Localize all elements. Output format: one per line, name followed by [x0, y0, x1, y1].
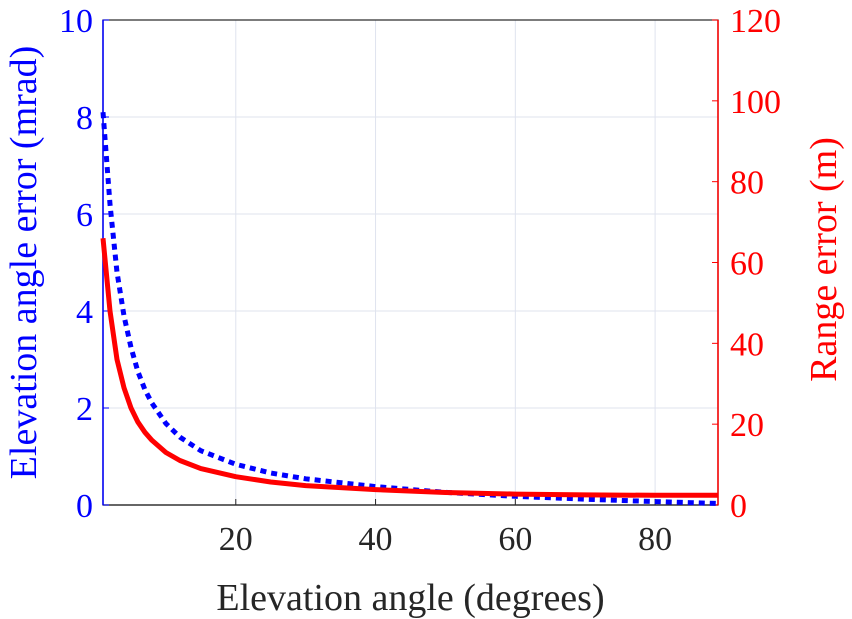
- left-y-tick-label: 0: [76, 488, 93, 525]
- right-y-tick-label: 0: [730, 488, 747, 525]
- right-y-tick-label: 60: [730, 246, 764, 283]
- left-y-axis-label: Elevation angle error (mrad): [3, 46, 45, 480]
- elevation-error-series-line: [100, 112, 719, 506]
- range-error-series-line: [100, 238, 718, 498]
- right-y-tick-label: 100: [730, 84, 781, 121]
- x-axis-label: Elevation angle (degrees): [216, 577, 604, 619]
- grid: [103, 19, 718, 506]
- right-y-tick-label: 80: [730, 165, 764, 202]
- left-y-tick-label: 10: [59, 3, 93, 40]
- left-y-tick-label: 6: [76, 197, 93, 234]
- x-tick-label: 80: [638, 521, 672, 558]
- left-y-tick-label: 2: [76, 391, 93, 428]
- x-tick-label: 60: [498, 521, 532, 558]
- x-tick-label: 20: [219, 521, 253, 558]
- axes: [102, 19, 719, 506]
- left-y-tick-label: 4: [76, 294, 93, 331]
- right-y-tick-label: 40: [730, 326, 764, 363]
- plot-area-frame: [102, 19, 719, 506]
- left-y-tick-label: 8: [76, 100, 93, 137]
- right-y-tick-label: 20: [730, 407, 764, 444]
- right-y-tick-label: 120: [730, 3, 781, 40]
- series: [100, 112, 719, 506]
- x-tick-label: 40: [359, 521, 393, 558]
- right-y-axis-label: Range error (m): [803, 137, 845, 382]
